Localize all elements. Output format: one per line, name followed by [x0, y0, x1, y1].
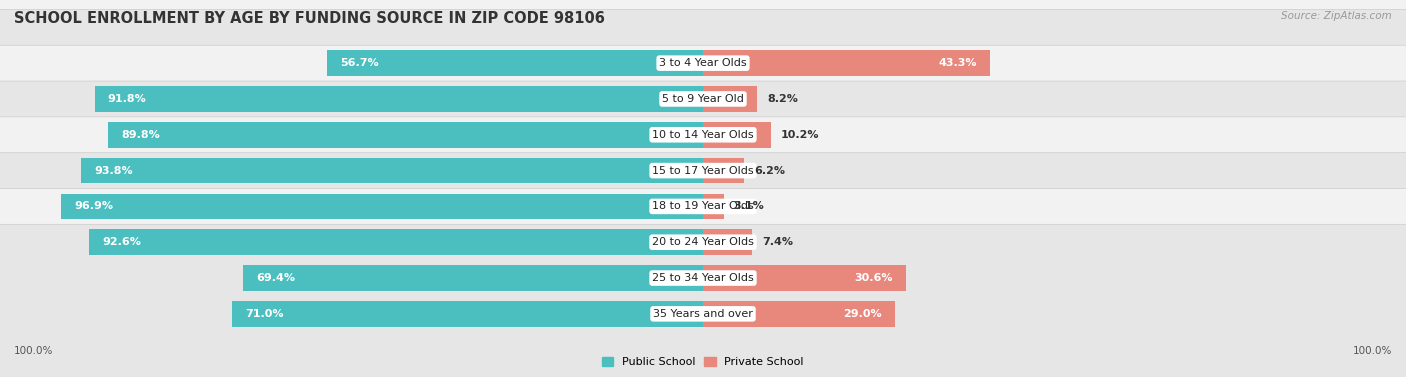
Text: 29.0%: 29.0% [844, 309, 882, 319]
Text: 3 to 4 Year Olds: 3 to 4 Year Olds [659, 58, 747, 68]
Bar [232, 301, 703, 327]
Text: 5 to 9 Year Old: 5 to 9 Year Old [662, 94, 744, 104]
Bar [328, 50, 703, 76]
Text: SCHOOL ENROLLMENT BY AGE BY FUNDING SOURCE IN ZIP CODE 98106: SCHOOL ENROLLMENT BY AGE BY FUNDING SOUR… [14, 11, 605, 26]
FancyBboxPatch shape [0, 81, 1406, 260]
Text: 91.8%: 91.8% [108, 94, 146, 104]
Text: 20 to 24 Year Olds: 20 to 24 Year Olds [652, 237, 754, 247]
Text: 35 Years and over: 35 Years and over [652, 309, 754, 319]
Text: 89.8%: 89.8% [121, 130, 160, 140]
Text: 69.4%: 69.4% [256, 273, 295, 283]
Text: 92.6%: 92.6% [103, 237, 142, 247]
Bar [703, 265, 905, 291]
FancyBboxPatch shape [0, 0, 1406, 153]
Bar [60, 193, 703, 219]
Text: 96.9%: 96.9% [75, 201, 112, 211]
Bar [703, 86, 758, 112]
FancyBboxPatch shape [0, 188, 1406, 368]
Text: 100.0%: 100.0% [1353, 346, 1392, 356]
Text: Source: ZipAtlas.com: Source: ZipAtlas.com [1281, 11, 1392, 21]
FancyBboxPatch shape [0, 224, 1406, 377]
Bar [94, 86, 703, 112]
Text: 30.6%: 30.6% [853, 273, 893, 283]
Legend: Public School, Private School: Public School, Private School [598, 352, 808, 371]
Text: 10.2%: 10.2% [780, 130, 820, 140]
Text: 15 to 17 Year Olds: 15 to 17 Year Olds [652, 166, 754, 176]
Text: 100.0%: 100.0% [14, 346, 53, 356]
Text: 3.1%: 3.1% [734, 201, 765, 211]
Text: 71.0%: 71.0% [246, 309, 284, 319]
Bar [108, 122, 703, 148]
FancyBboxPatch shape [0, 45, 1406, 224]
Text: 56.7%: 56.7% [340, 58, 380, 68]
FancyBboxPatch shape [0, 9, 1406, 188]
Bar [703, 229, 752, 255]
Text: 7.4%: 7.4% [762, 237, 793, 247]
Text: 25 to 34 Year Olds: 25 to 34 Year Olds [652, 273, 754, 283]
Bar [703, 301, 896, 327]
Text: 10 to 14 Year Olds: 10 to 14 Year Olds [652, 130, 754, 140]
Text: 43.3%: 43.3% [938, 58, 977, 68]
Bar [703, 50, 990, 76]
Bar [703, 158, 744, 184]
Bar [703, 193, 724, 219]
Bar [703, 122, 770, 148]
Text: 18 to 19 Year Olds: 18 to 19 Year Olds [652, 201, 754, 211]
Bar [82, 158, 703, 184]
FancyBboxPatch shape [0, 153, 1406, 332]
Text: 6.2%: 6.2% [754, 166, 785, 176]
Bar [89, 229, 703, 255]
FancyBboxPatch shape [0, 117, 1406, 296]
Bar [243, 265, 703, 291]
Text: 93.8%: 93.8% [94, 166, 134, 176]
Text: 8.2%: 8.2% [768, 94, 799, 104]
